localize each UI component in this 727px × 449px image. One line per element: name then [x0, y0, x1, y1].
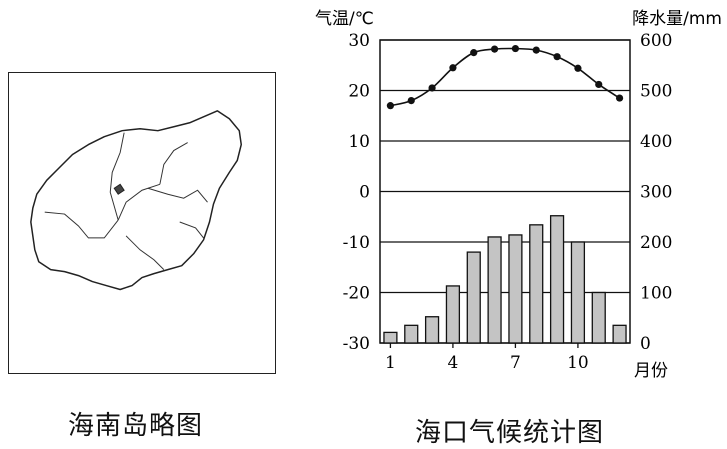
river-4 — [147, 187, 208, 203]
left-tick-label: -10 — [343, 233, 370, 253]
right-tick-label: 400 — [640, 132, 672, 152]
right-tick-label: 200 — [640, 233, 672, 253]
precipitation-bar — [404, 324, 419, 344]
right-tick-label: 100 — [640, 284, 672, 304]
river-6 — [159, 142, 188, 185]
temperature-point — [490, 45, 499, 53]
left-axis-title: 气温/℃ — [315, 9, 374, 29]
temperature-point — [449, 64, 457, 72]
right-tick-label: 0 — [640, 334, 651, 354]
temperature-line — [390, 47, 621, 107]
island-outline — [30, 110, 242, 291]
river-1 — [44, 211, 119, 239]
precipitation-bar — [487, 236, 502, 344]
temperature-point — [615, 94, 624, 102]
left-tick-label: 0 — [359, 183, 370, 203]
temperature-point — [386, 102, 395, 110]
hainan-island-sketch — [30, 110, 242, 291]
temperature-point — [470, 49, 478, 57]
river-7 — [179, 221, 204, 239]
map-caption: 海南岛略图 — [68, 411, 204, 441]
precipitation-bar — [424, 316, 440, 344]
x-tick-label: 10 — [567, 353, 589, 373]
precipitation-bar — [445, 285, 461, 344]
plot-frame — [379, 39, 631, 344]
river-5 — [125, 235, 165, 271]
right-tick-label: 600 — [640, 31, 672, 51]
chart-caption: 海口气候统计图 — [415, 418, 605, 448]
left-tick-label: 20 — [348, 82, 370, 102]
temperature-point — [595, 80, 603, 89]
right-tick-label: 500 — [640, 82, 672, 102]
precipitation-bar — [383, 331, 398, 344]
left-tick-label: 30 — [348, 31, 370, 51]
left-tick-label: -30 — [343, 334, 370, 354]
lake — [113, 183, 125, 195]
temperature-point — [532, 46, 540, 54]
river-2 — [117, 183, 161, 221]
precipitation-bar — [570, 241, 586, 344]
x-axis-title: 月份 — [634, 361, 668, 381]
temperature-point — [511, 44, 520, 53]
x-tick-label: 7 — [510, 353, 521, 373]
left-tick-label: -20 — [343, 284, 370, 304]
precipitation-bar — [508, 234, 523, 344]
temperature-point — [574, 64, 582, 72]
river-3 — [109, 132, 125, 221]
left-tick-label: 10 — [348, 132, 370, 152]
x-tick-label: 1 — [385, 353, 396, 373]
precipitation-bar — [612, 324, 627, 344]
precipitation-bar — [466, 251, 481, 344]
right-axis-title: 降水量/mm — [632, 9, 722, 29]
temperature-point — [407, 97, 415, 105]
temperature-point — [553, 53, 561, 61]
x-tick-label: 4 — [448, 353, 459, 373]
right-tick-label: 300 — [640, 183, 672, 203]
temperature-point — [428, 84, 436, 92]
precipitation-bar — [591, 291, 606, 344]
precipitation-bar — [529, 224, 544, 344]
precipitation-bar — [549, 215, 565, 344]
hainan-map-panel — [8, 72, 276, 374]
